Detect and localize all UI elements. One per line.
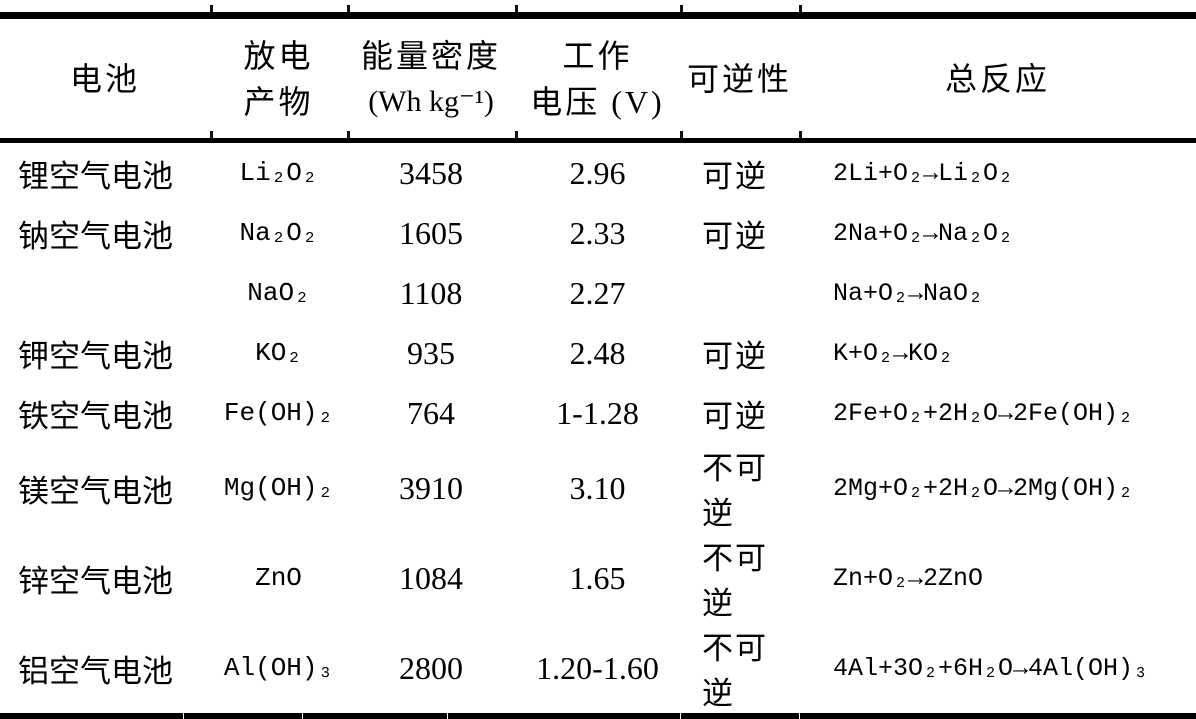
cell-battery: 钾空气电池 — [18, 338, 173, 374]
header-label: 工作 — [562, 37, 633, 74]
cell-product: NaO₂ — [247, 278, 310, 308]
cell-energy: 935 — [407, 334, 455, 371]
cell-reaction: 2Li+O₂→Li₂O₂ — [833, 158, 1014, 188]
rule-seam — [680, 713, 681, 719]
cell-battery: 锂空气电池 — [18, 158, 173, 194]
header-label: 电池 — [69, 60, 140, 97]
cell-reaction: Na+O₂→NaO₂ — [833, 278, 984, 308]
cell-reaction: 2Fe+O₂+2H₂O→2Fe(OH)₂ — [833, 398, 1134, 428]
cell-voltage: 2.33 — [569, 214, 626, 251]
cell-reaction: 2Na+O₂→Na₂O₂ — [833, 218, 1014, 248]
table-row: 铁空气电池 Fe(OH)₂ 764 1-1.28 可逆 2Fe+O₂+2H₂O→… — [0, 383, 1196, 443]
cell-energy: 1605 — [399, 214, 463, 251]
cell-battery: 铝空气电池 — [18, 653, 173, 689]
battery-air-table: 电池 放电 产物 能量密度 (Wh kg⁻¹) 工作 电压 (V) 可逆性 — [0, 5, 1196, 719]
header-label: 能量密度 — [360, 37, 501, 74]
column-tick — [347, 5, 350, 12]
cell-product: Na₂O₂ — [239, 218, 318, 248]
cell-voltage: 2.48 — [569, 334, 626, 371]
header-label: 可逆性 — [686, 60, 792, 97]
header-row: 电池 放电 产物 能量密度 (Wh kg⁻¹) 工作 电压 (V) 可逆性 — [0, 15, 1196, 143]
cell-product: KO₂ — [255, 338, 302, 368]
cell-battery: 钠空气电池 — [18, 218, 173, 254]
cell-voltage: 2.27 — [569, 274, 626, 311]
column-header-battery: 电池 — [0, 15, 210, 143]
column-tick — [210, 5, 213, 12]
cell-voltage: 3.10 — [569, 469, 626, 506]
column-header-energy: 能量密度 (Wh kg⁻¹) — [347, 15, 515, 143]
cell-battery: 锌空气电池 — [18, 563, 173, 599]
cell-product: Li₂O₂ — [239, 158, 318, 188]
cell-product: Mg(OH)₂ — [223, 473, 334, 503]
cell-energy: 3458 — [399, 154, 463, 191]
column-header-product: 放电 产物 — [210, 15, 347, 143]
cell-reaction: K+O₂→KO₂ — [833, 338, 954, 368]
cell-battery: 镁空气电池 — [18, 473, 173, 509]
header-unit: (Wh kg⁻¹) — [368, 84, 494, 118]
cell-energy: 1084 — [399, 559, 463, 596]
header-label-line2: 电压 (V) — [530, 83, 665, 120]
cell-reversibility: 不可逆 — [702, 451, 768, 531]
column-tick — [515, 5, 518, 12]
cell-energy: 764 — [407, 394, 455, 431]
column-header-reversibility: 可逆性 — [680, 15, 799, 143]
cell-voltage: 1.65 — [569, 559, 626, 596]
column-tick — [680, 131, 683, 138]
cell-energy: 1108 — [399, 274, 463, 311]
table-row: 钠空气电池 Na₂O₂ 1605 2.33 可逆 2Na+O₂→Na₂O₂ — [0, 203, 1196, 263]
column-header-voltage: 工作 电压 (V) — [515, 15, 680, 143]
rule-seam — [799, 713, 800, 719]
cell-reversibility: 可逆 — [702, 218, 768, 254]
table-row: 钾空气电池 KO₂ 935 2.48 可逆 K+O₂→KO₂ — [0, 323, 1196, 383]
cell-reversibility: 不可逆 — [702, 541, 768, 621]
column-tick — [347, 131, 350, 138]
cell-voltage: 2.96 — [569, 154, 626, 191]
table-row: 锌空气电池 ZnO 1084 1.65 不可逆 Zn+O₂→2ZnO — [0, 533, 1196, 623]
column-tick — [515, 131, 518, 138]
rule-seam — [447, 713, 448, 719]
cell-reaction: 4Al+3O₂+6H₂O→4Al(OH)₃ — [833, 653, 1149, 683]
header-label: 放电 — [243, 37, 314, 74]
cell-energy: 3910 — [399, 469, 463, 506]
table-row: 锂空气电池 Li₂O₂ 3458 2.96 可逆 2Li+O₂→Li₂O₂ — [0, 141, 1196, 204]
cell-reversibility: 可逆 — [702, 338, 768, 374]
rule-seam — [183, 713, 184, 719]
cell-battery — [0, 263, 210, 323]
column-tick — [210, 131, 213, 138]
cell-reversibility: 可逆 — [702, 398, 768, 434]
cell-reaction: Zn+O₂→2ZnO — [833, 563, 984, 593]
column-tick — [799, 5, 802, 12]
column-tick — [680, 5, 683, 12]
column-header-reaction: 总反应 — [799, 15, 1196, 143]
cell-product: Al(OH)₃ — [223, 653, 334, 683]
cell-reversibility: 可逆 — [702, 158, 768, 194]
cell-product: ZnO — [255, 563, 302, 593]
data-table: 电池 放电 产物 能量密度 (Wh kg⁻¹) 工作 电压 (V) 可逆性 — [0, 12, 1196, 719]
rule-seam — [302, 713, 303, 719]
cell-reaction: 2Mg+O₂+2H₂O→2Mg(OH)₂ — [833, 473, 1134, 503]
cell-product: Fe(OH)₂ — [223, 398, 334, 428]
cell-battery: 铁空气电池 — [18, 398, 173, 434]
cell-reversibility: 不可逆 — [702, 631, 768, 711]
header-label-line2: 产物 — [243, 83, 314, 120]
cell-voltage: 1-1.28 — [556, 394, 639, 431]
cell-voltage: 1.20-1.60 — [536, 649, 659, 686]
column-tick — [799, 131, 802, 138]
cell-energy: 2800 — [399, 649, 463, 686]
table-row: 镁空气电池 Mg(OH)₂ 3910 3.10 不可逆 2Mg+O₂+2H₂O→… — [0, 443, 1196, 533]
cell-reversibility — [680, 263, 799, 323]
table-row: NaO₂ 1108 2.27 Na+O₂→NaO₂ — [0, 263, 1196, 323]
header-label: 总反应 — [944, 60, 1050, 97]
table-row: 铝空气电池 Al(OH)₃ 2800 1.20-1.60 不可逆 4Al+3O₂… — [0, 623, 1196, 716]
